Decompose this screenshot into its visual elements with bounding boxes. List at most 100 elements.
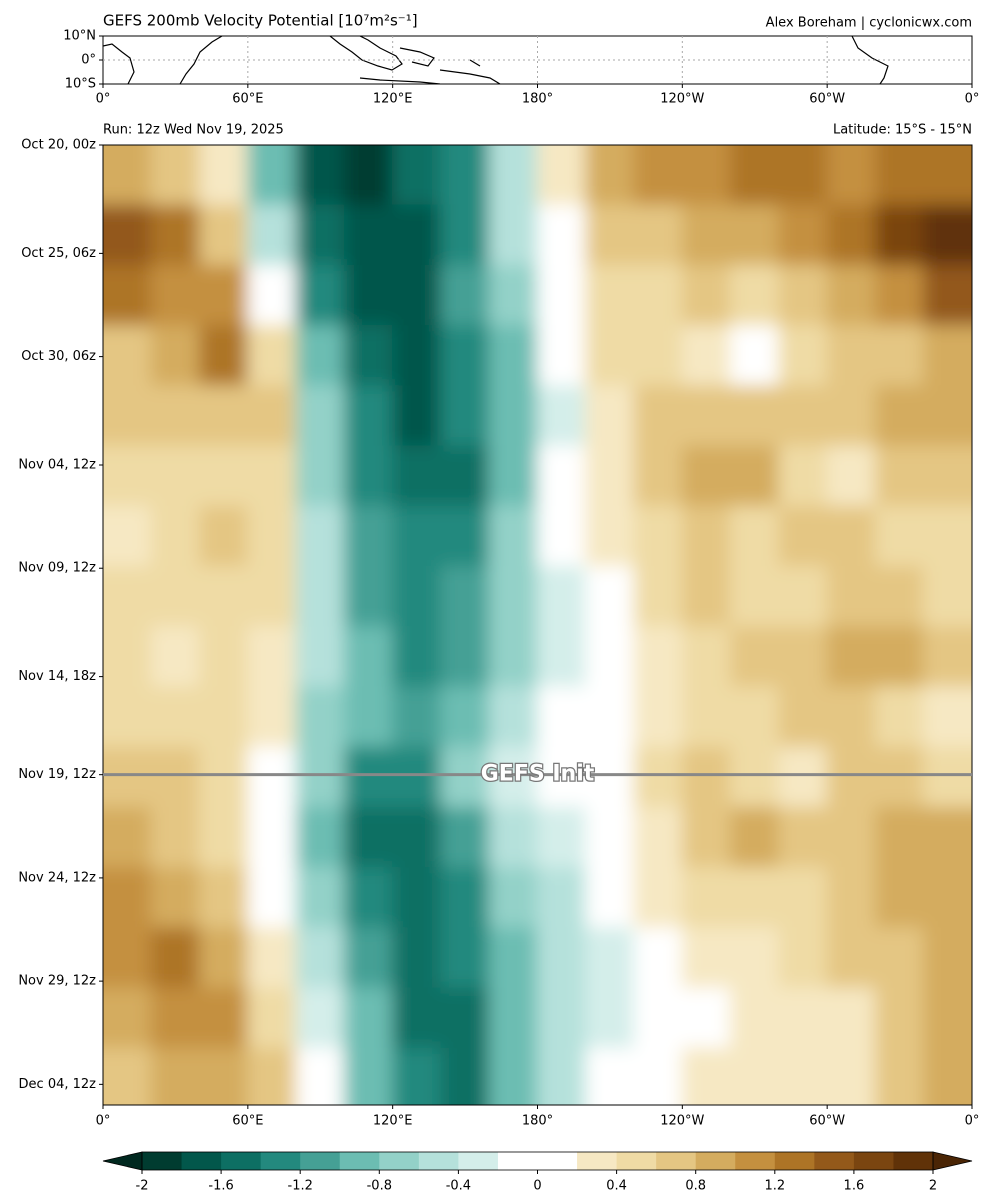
field-cell [392, 1047, 442, 1105]
field-cell [633, 204, 683, 266]
field-cell [826, 686, 876, 748]
field-cell [585, 867, 635, 929]
colorbar-tick-label: -0.4 [446, 1179, 471, 1194]
field-cell [247, 505, 297, 568]
field-cell [778, 626, 828, 688]
field-cell [681, 204, 732, 266]
field-cell [730, 626, 780, 688]
field-cell [681, 566, 732, 628]
field-cell [440, 927, 490, 989]
field-cell [103, 505, 152, 568]
field-cell [199, 325, 249, 387]
chart-title: GEFS 200mb Velocity Potential [10⁷m²s⁻¹] [103, 12, 418, 30]
field-cell [923, 927, 972, 989]
field-cell [633, 505, 683, 568]
x-tick-label: 120°W [660, 92, 704, 107]
field-cell [392, 325, 442, 387]
field-cell [488, 686, 538, 748]
field-cell [874, 867, 925, 929]
colorbar-tick-label: -1.2 [288, 1179, 313, 1194]
field-cell [537, 204, 587, 266]
field-cell [874, 987, 925, 1049]
field-cell [103, 1047, 152, 1105]
field-cell [537, 987, 587, 1049]
field-cell [440, 987, 490, 1049]
field-cell [440, 686, 490, 748]
field-cell [730, 806, 780, 869]
field-cell [392, 806, 442, 869]
field-cell [488, 1047, 538, 1105]
field-cell [199, 867, 249, 929]
field-cell [247, 806, 297, 869]
field-cell [392, 686, 442, 748]
field-cell [923, 686, 972, 748]
field-cell [537, 264, 587, 327]
field-cell [440, 445, 490, 507]
y-tick-label: Oct 20, 00z [21, 138, 96, 153]
field-cell [199, 806, 249, 869]
colorbar-bin [695, 1152, 736, 1170]
field-cell [150, 746, 201, 808]
field-cell [874, 1047, 925, 1105]
field-cell [585, 264, 635, 327]
field-cell [343, 746, 394, 808]
field-cell [585, 505, 635, 568]
field-cell [392, 445, 442, 507]
field-cell [537, 445, 587, 507]
field-cell [199, 746, 249, 808]
field-cell [923, 806, 972, 869]
y-tick-label: 10°S [65, 77, 96, 92]
x-tick-label: 120°E [373, 92, 413, 107]
field-cell [826, 325, 876, 387]
field-cell [730, 1047, 780, 1105]
field-cell [440, 264, 490, 327]
field-cell [826, 987, 876, 1049]
field-cell [103, 264, 152, 327]
colorbar-bin [260, 1152, 301, 1170]
field-cell [150, 987, 201, 1049]
field-cell [681, 445, 732, 507]
field-cell [488, 626, 538, 688]
field-cell [826, 806, 876, 869]
field-cell [392, 626, 442, 688]
field-cell [247, 145, 297, 206]
field-cell [874, 385, 925, 447]
field-cell [343, 927, 394, 989]
field-cell [730, 566, 780, 628]
field-cell [585, 204, 635, 266]
field-cell [537, 686, 587, 748]
field-cell [681, 746, 732, 808]
field-cell [199, 385, 249, 447]
colorbar-tick-label: 0.4 [606, 1179, 627, 1194]
field-cell [150, 686, 201, 748]
field-cell [537, 1047, 587, 1105]
field-cell [633, 927, 683, 989]
field-cell [633, 445, 683, 507]
field-cell [488, 505, 538, 568]
field-cell [923, 626, 972, 688]
field-cell [778, 746, 828, 808]
field-cell [537, 566, 587, 628]
field-cell [923, 204, 972, 266]
colorbar-bin [656, 1152, 697, 1170]
field-cell [488, 145, 538, 206]
field-cell [150, 325, 201, 387]
x-tick-label: 180° [522, 92, 553, 107]
field-cell [150, 806, 201, 869]
field-cell [826, 626, 876, 688]
field-cell [923, 746, 972, 808]
field-cell [199, 686, 249, 748]
field-cell [440, 385, 490, 447]
field-cell [537, 746, 587, 808]
field-cell [343, 987, 394, 1049]
field-cell [923, 1047, 972, 1105]
field-cell [199, 445, 249, 507]
subtitle-right: Latitude: 15°S - 15°N [833, 123, 972, 138]
field-cell [343, 867, 394, 929]
field-cell [730, 927, 780, 989]
field-cell [826, 746, 876, 808]
field-cell [730, 325, 780, 387]
field-cell [585, 806, 635, 869]
colorbar-bin [142, 1152, 183, 1170]
field-cell [392, 264, 442, 327]
